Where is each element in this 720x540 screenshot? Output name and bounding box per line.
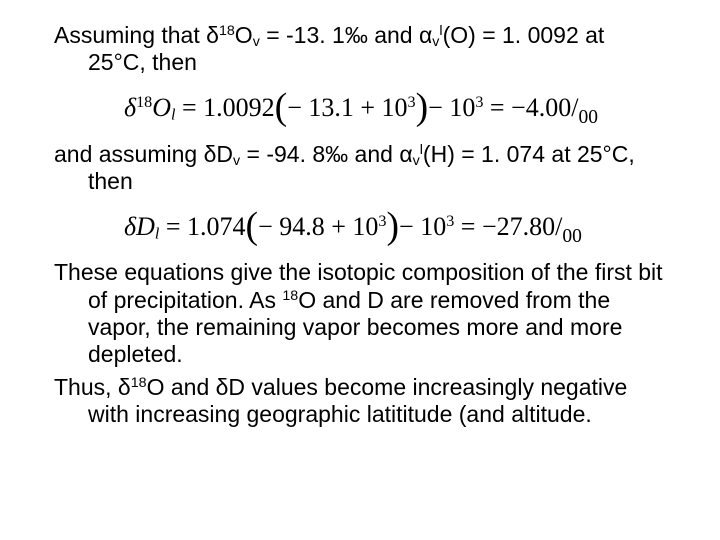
paragraph-4: Thus, δ18O and δD values become increasi… [54, 374, 666, 428]
permil-symbol: 0/00 [558, 93, 598, 122]
equation-2: δDl = 1.074(− 94.8 + 103)− 103 = −27.80/… [124, 201, 666, 245]
text: = -13. 1‰ and α [260, 22, 432, 48]
eq-delta: δ [124, 93, 136, 122]
superscript-18: 18 [131, 375, 147, 391]
eq-text: − 10 [428, 93, 475, 122]
text: and assuming δD [54, 141, 233, 167]
text: O [235, 22, 253, 48]
superscript-18: 18 [282, 288, 298, 304]
superscript-3: 3 [408, 94, 416, 111]
left-paren: ( [275, 86, 288, 128]
eq-text: = −27.8 [454, 212, 542, 241]
eq-text: = 1.074 [159, 212, 245, 241]
eq-text: − 13.1 + 10 [287, 93, 407, 122]
eq-delta-D: δD [124, 212, 155, 241]
equation-1: δ18Ol = 1.0092(− 13.1 + 103)− 103 = −4.0… [124, 82, 666, 126]
left-paren: ( [246, 205, 259, 247]
slide: Assuming that δ18Ov = -13. 1‰ and αvl(O)… [0, 0, 720, 540]
eq-O: O [152, 93, 171, 122]
text: Assuming that δ [54, 22, 219, 48]
eq-text: − 94.8 + 10 [258, 212, 378, 241]
superscript-18: 18 [219, 23, 235, 39]
paragraph-2: and assuming δDv = -94. 8‰ and αvl(H) = … [54, 141, 666, 195]
eq-text: − 10 [399, 212, 446, 241]
paragraph-1: Assuming that δ18Ov = -13. 1‰ and αvl(O)… [54, 22, 666, 76]
permil-symbol: 0/00 [542, 212, 582, 241]
subscript-v: v [413, 153, 420, 169]
eq-text: = 1.0092 [175, 93, 274, 122]
text: = -94. 8‰ and α [240, 141, 412, 167]
subscript-v: v [253, 34, 260, 50]
text: O and δD values become increasingly nega… [88, 374, 627, 427]
right-paren: ) [386, 205, 399, 247]
eq-text: = −4.0 [483, 93, 558, 122]
right-paren: ) [416, 86, 429, 128]
text: Thus, δ [54, 374, 131, 400]
superscript-18: 18 [136, 94, 152, 111]
paragraph-3: These equations give the isotopic compos… [54, 259, 666, 368]
